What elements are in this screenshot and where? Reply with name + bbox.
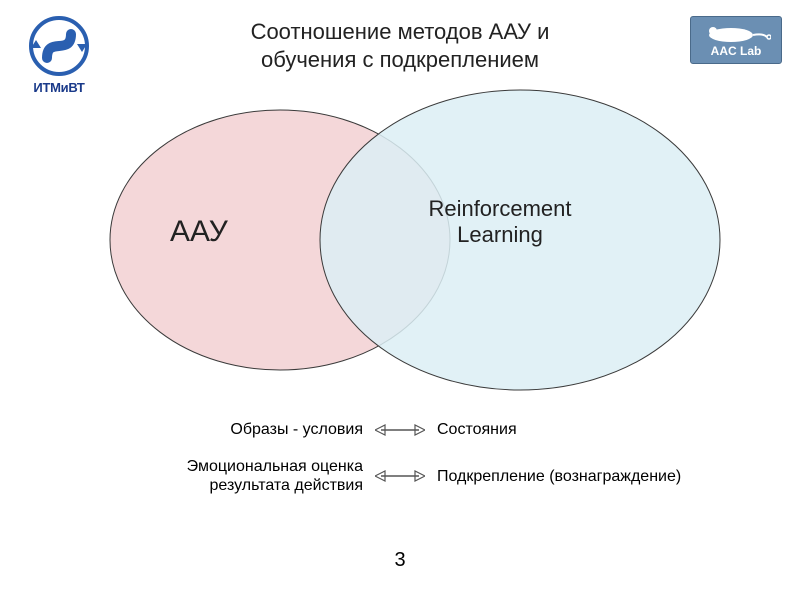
legend-row: Эмоциональная оценка результата действия… [0,457,800,495]
legend-left-1: Эмоциональная оценка результата действия [113,457,375,495]
title-line1: Соотношение методов ААУ и [251,19,550,44]
legend: Образы - условия Состояния Эмоциональная… [0,420,800,514]
legend-right-1: Подкрепление (вознаграждение) [425,467,687,486]
legend-row: Образы - условия Состояния [0,420,800,439]
venn-right-label-line1: Reinforcement [428,196,571,221]
page-number: 3 [0,549,800,572]
venn-right-label-line2: Learning [457,222,543,247]
venn-svg [50,80,750,400]
title-line2: обучения с подкреплением [261,47,539,72]
venn-left-label: ААУ [170,215,228,249]
page-title: Соотношение методов ААУ и обучения с под… [0,18,800,73]
double-arrow-icon [375,468,425,484]
legend-right-0: Состояния [425,420,687,439]
legend-left-0: Образы - условия [113,420,375,439]
double-arrow-icon [375,422,425,438]
venn-diagram: ААУ Reinforcement Learning [50,80,750,400]
venn-right-label: Reinforcement Learning [410,196,590,249]
